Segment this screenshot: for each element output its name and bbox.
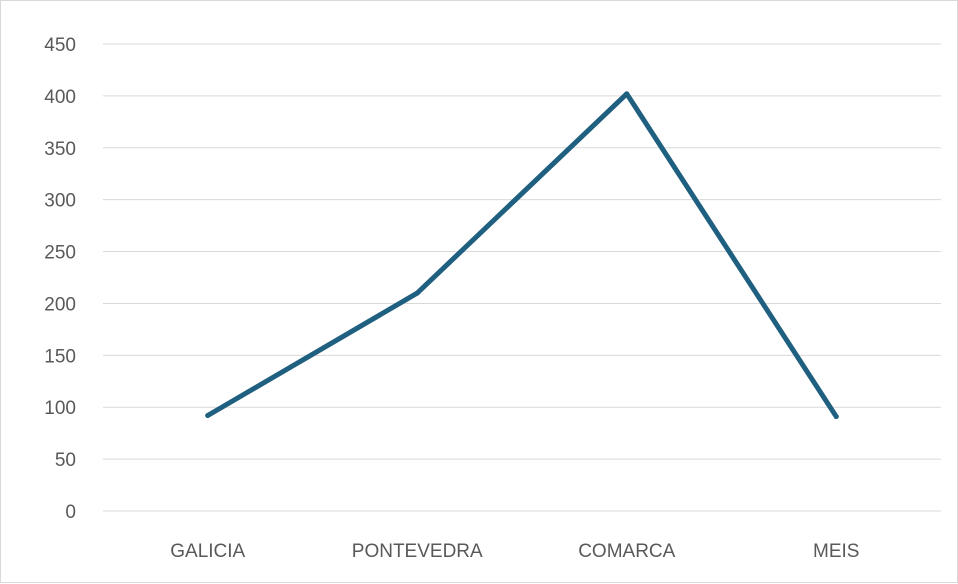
y-tick-label: 100	[44, 398, 76, 419]
x-tick-label: PONTEVEDRA	[352, 541, 483, 562]
y-tick-label: 400	[44, 87, 76, 108]
y-tick-label: 0	[65, 502, 76, 523]
data-point	[833, 414, 839, 420]
y-tick-label: 450	[44, 35, 76, 56]
data-point	[624, 91, 630, 97]
series-group	[205, 91, 839, 420]
gridlines	[103, 43, 941, 512]
x-tick-label: GALICIA	[170, 541, 245, 562]
x-axis-ticks: GALICIA PONTEVEDRA COMARCA MEIS	[170, 541, 859, 562]
x-tick-label: MEIS	[813, 541, 859, 562]
y-tick-label: 150	[44, 346, 76, 367]
y-tick-label: 250	[44, 243, 76, 264]
y-tick-label: 300	[44, 191, 76, 212]
y-tick-label: 50	[55, 450, 76, 471]
y-tick-label: 350	[44, 139, 76, 160]
x-tick-label: COMARCA	[578, 541, 675, 562]
series-line	[205, 91, 839, 420]
data-point	[205, 413, 211, 419]
y-axis-ticks: 0 50 100 150 200 250 300 350 400 450	[44, 35, 76, 523]
y-tick-label: 200	[44, 294, 76, 315]
data-point	[414, 290, 420, 296]
